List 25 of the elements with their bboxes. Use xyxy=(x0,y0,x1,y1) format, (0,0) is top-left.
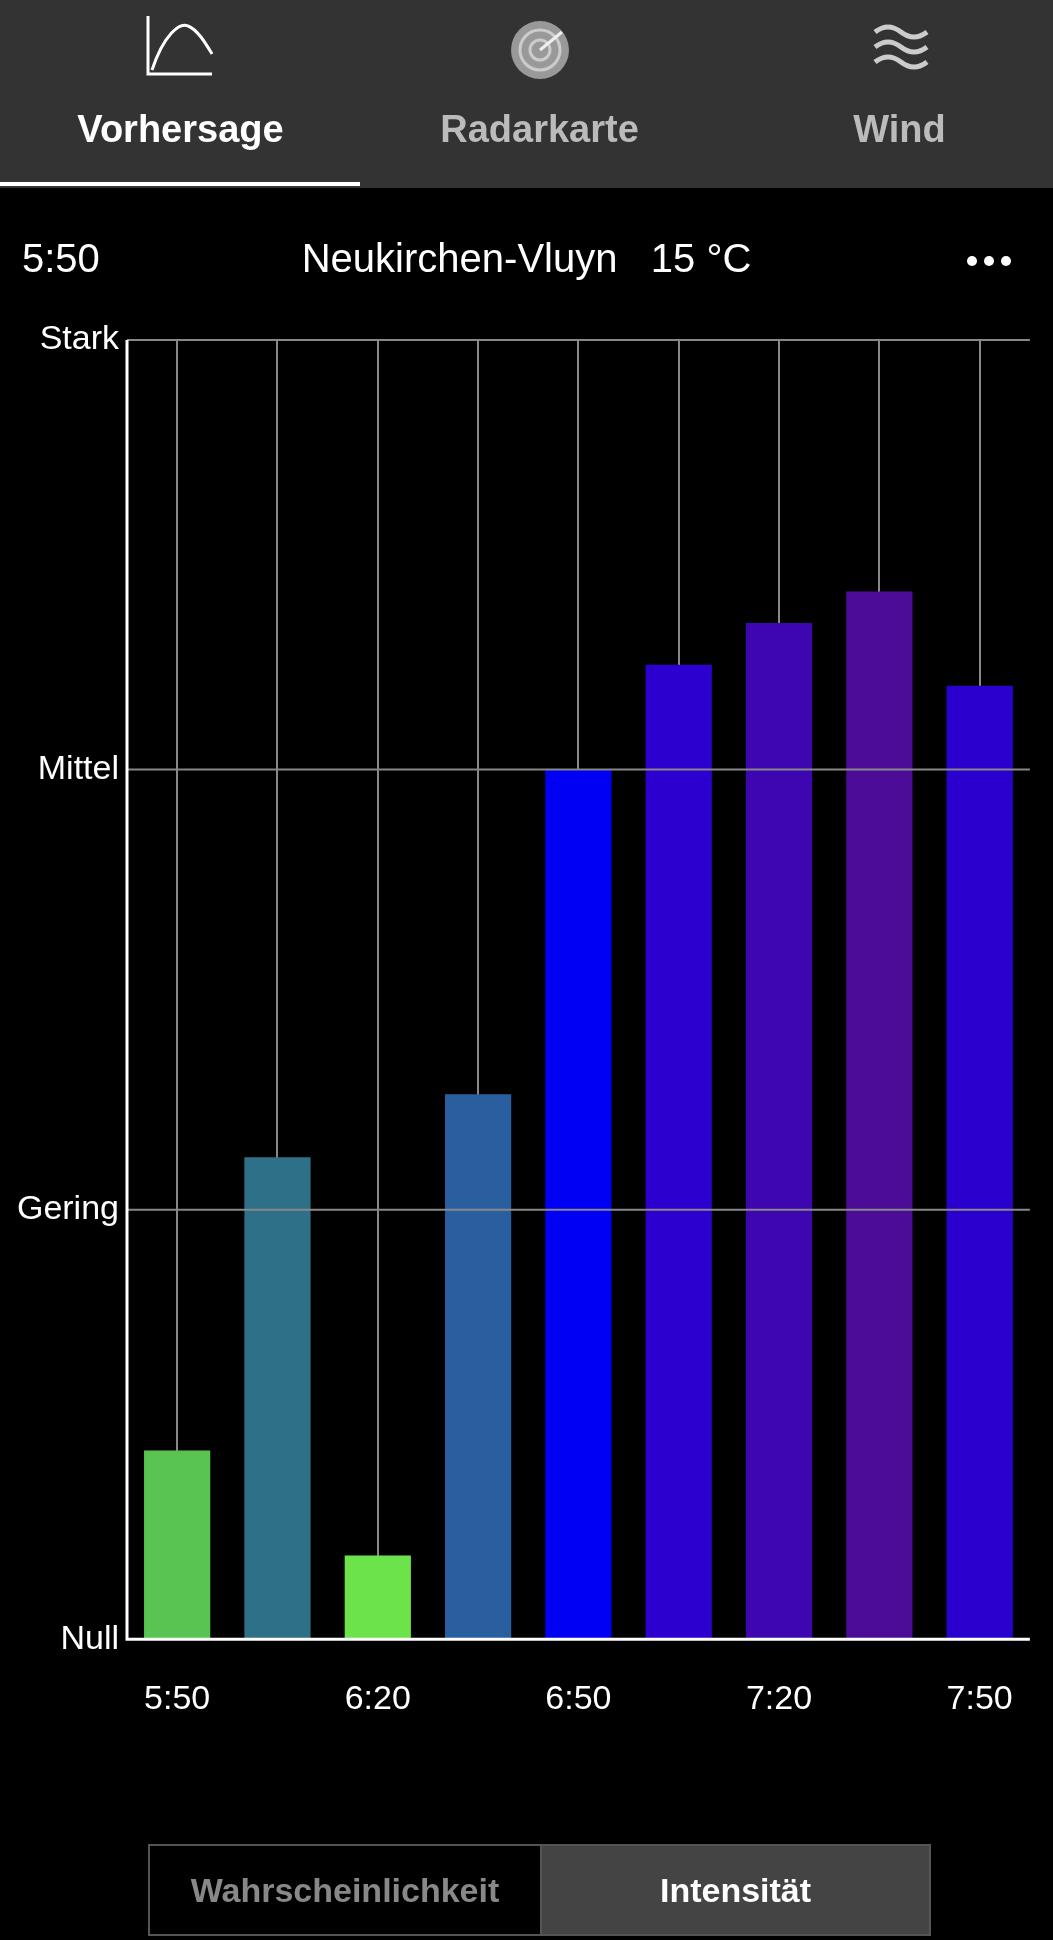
bar xyxy=(645,664,712,1640)
bar xyxy=(344,1555,411,1640)
bar xyxy=(244,1157,311,1640)
text: Wind xyxy=(852,108,947,151)
ref-line-label: Stark xyxy=(39,318,120,357)
ref-line-label: Gering xyxy=(16,1188,119,1226)
bar xyxy=(445,1094,512,1640)
chart-title: Neukirchen-Vluyn 15 °C xyxy=(301,236,752,280)
x-tick-label: 6:20 xyxy=(344,1677,411,1716)
x-tick-label: 7:20 xyxy=(745,1677,813,1716)
ref-line-label: Mittel xyxy=(37,747,119,786)
bar xyxy=(545,769,612,1640)
x-tick-label: 7:50 xyxy=(946,1677,1013,1716)
text: Intensität xyxy=(540,1844,931,1936)
text: Wahrscheinlichkeit xyxy=(148,1844,542,1936)
text: Radarkarte xyxy=(439,108,640,151)
chart-subtitle: 5:50 xyxy=(22,236,100,281)
bar xyxy=(946,685,1013,1640)
x-tick-label: 5:50 xyxy=(144,1677,211,1716)
bar xyxy=(745,622,813,1640)
x-tick-label: 6:50 xyxy=(545,1677,612,1716)
bar xyxy=(144,1450,211,1640)
text: Null xyxy=(60,1617,119,1656)
bar xyxy=(846,591,913,1640)
text: Vorhersage xyxy=(76,108,285,151)
